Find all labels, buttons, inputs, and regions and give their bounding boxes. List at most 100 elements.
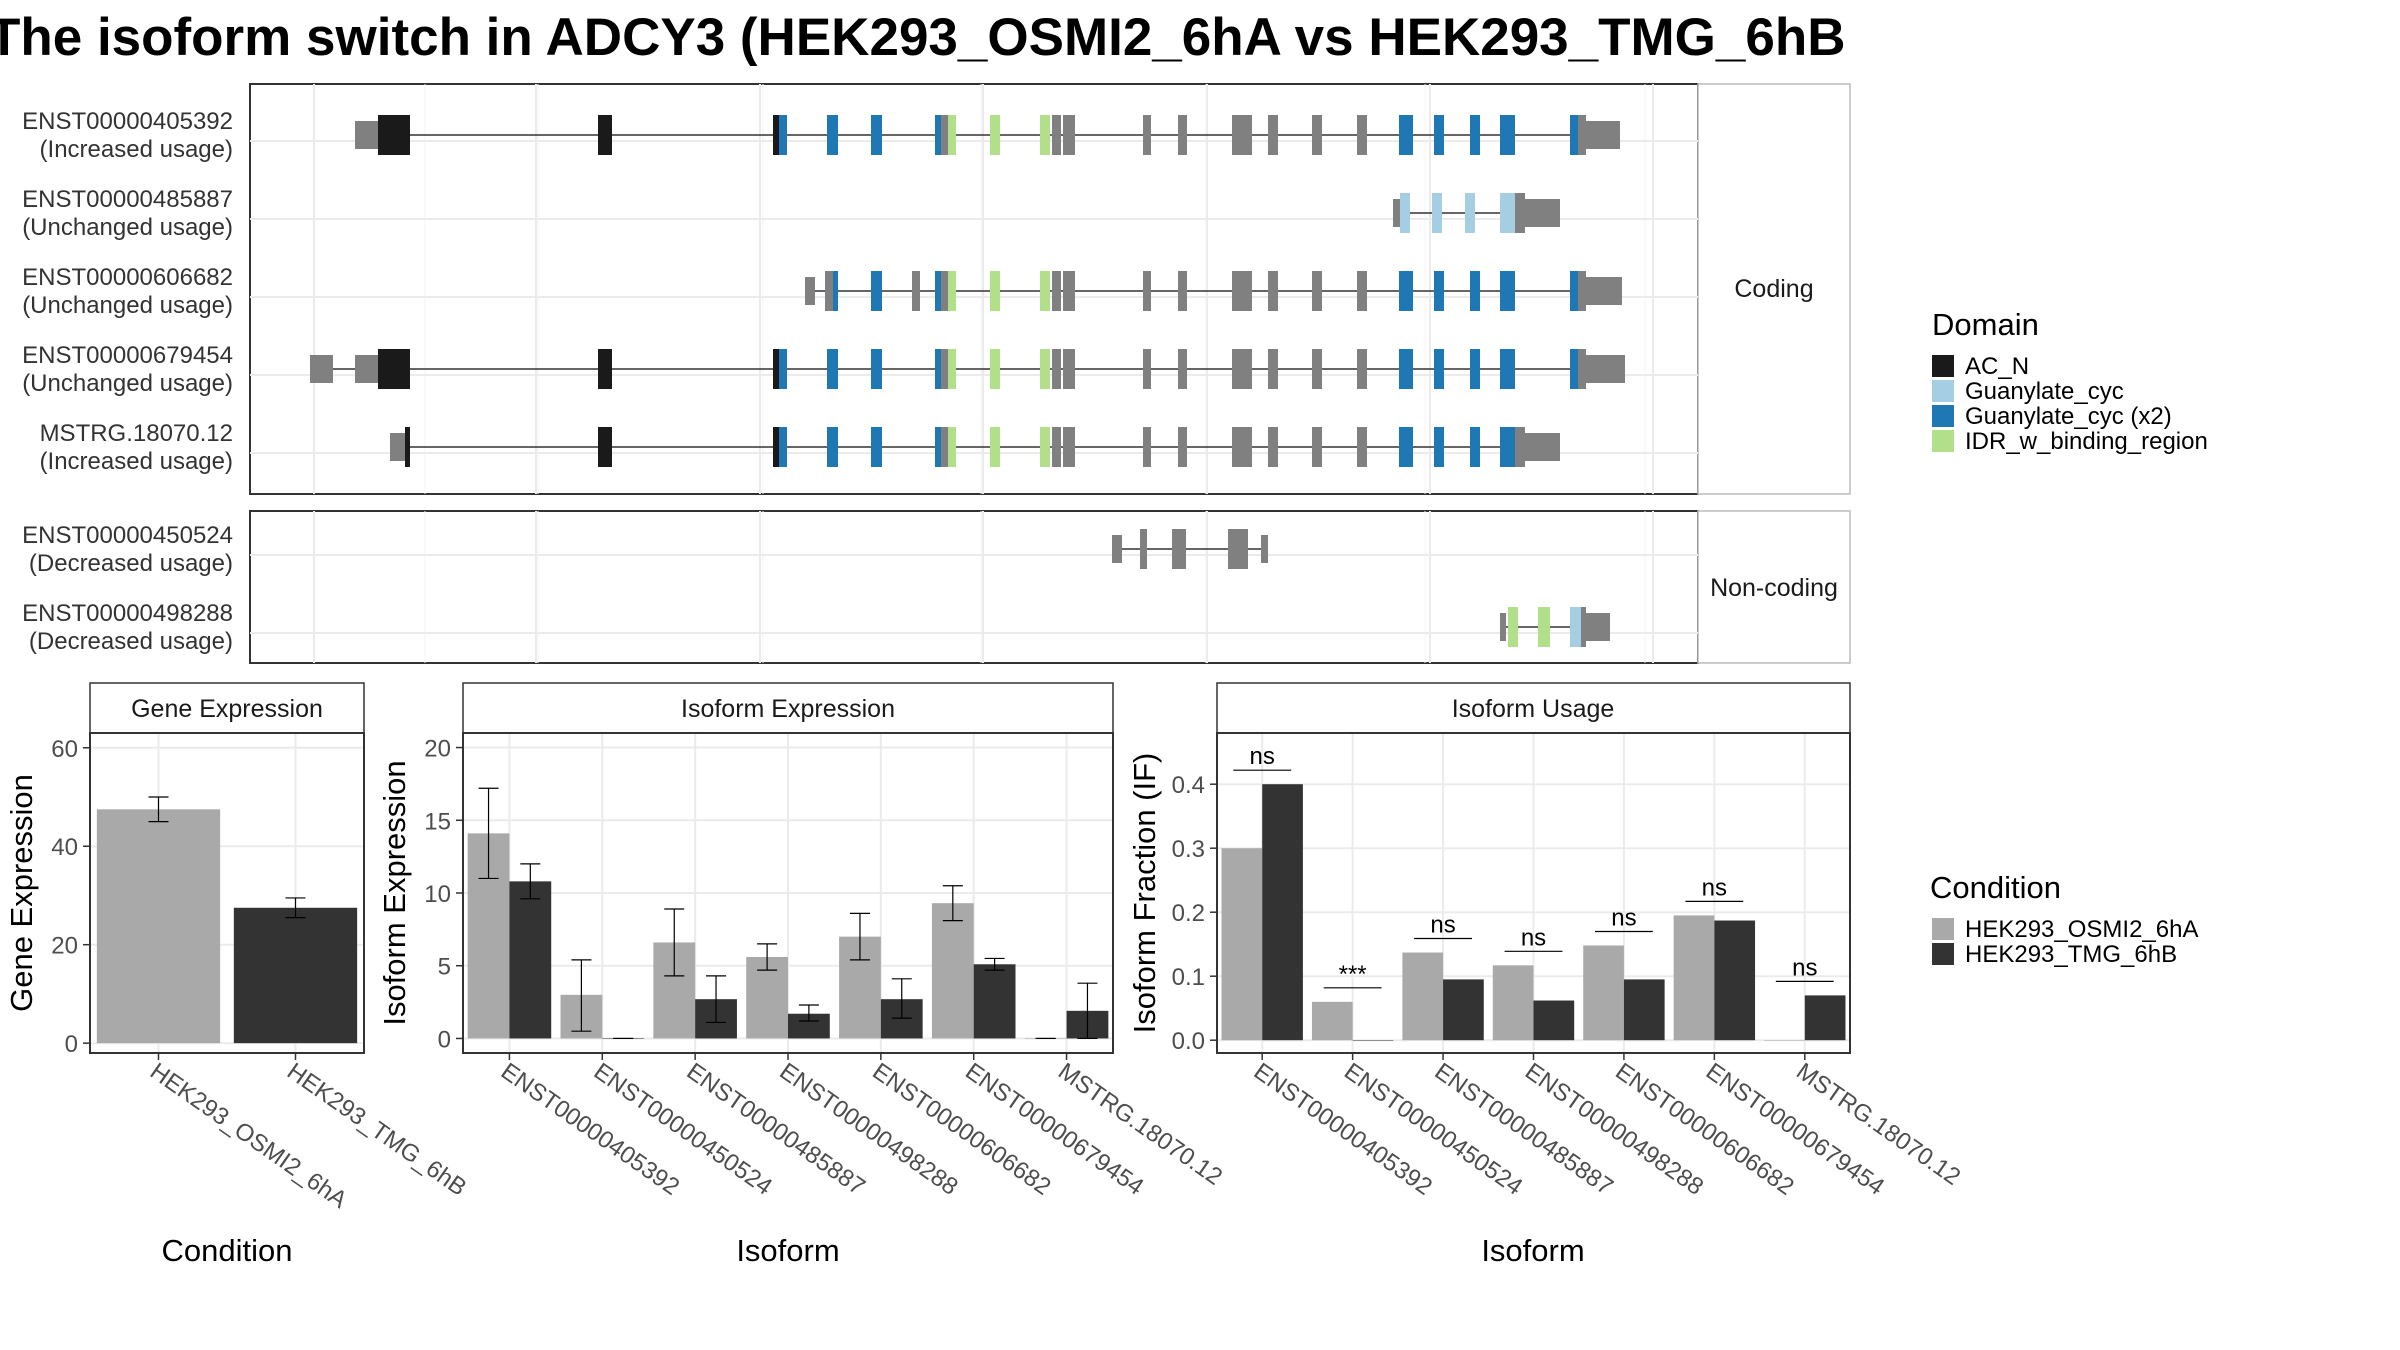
exon [948,427,956,467]
exon [1570,349,1581,389]
transcript-structure-plot: Coding Non-coding ENST00000405392 (Incre… [22,83,1851,664]
exon [1578,115,1586,155]
exon [1434,349,1444,389]
exon [1178,427,1187,467]
exon [779,427,787,467]
exon [1515,427,1525,467]
exon [1172,529,1186,569]
exon [990,115,1000,155]
exon [1586,613,1610,641]
bar [1804,995,1846,1041]
y-tick-label: 20 [424,736,451,763]
exon [1178,349,1187,389]
y-tick-label: 20 [51,933,78,960]
exon [1063,427,1075,467]
exon [1570,607,1581,647]
exon [1312,271,1322,311]
bar [1764,1040,1805,1041]
y-tick-label: 60 [51,736,78,763]
exon [1052,115,1061,155]
bar [1402,952,1444,1041]
exon [1052,271,1061,311]
exon [1143,271,1151,311]
exon [1399,115,1413,155]
exon [1143,115,1151,155]
coding-panel [249,83,1699,495]
transcript-tracks [310,115,1625,647]
exon [1178,115,1187,155]
transcript-label-usage: (Decreased usage) [29,628,233,655]
y-tick-label: 0 [438,1026,451,1053]
chart-title: Isoform Usage [1452,695,1615,723]
exon [941,115,948,155]
exon [1232,115,1252,155]
transcript-label-id: ENST00000485887 [22,186,233,213]
significance-label: ns [1430,912,1455,939]
x-axis-label: Isoform [1481,1233,1584,1268]
exon [1063,115,1075,155]
bars: ns *** ns ns ns ns ns [1221,743,1846,1041]
exon [1399,349,1413,389]
exon [948,271,956,311]
exon [368,121,378,149]
significance-label: ns [1250,743,1275,770]
exon [941,271,948,311]
exon [1578,271,1586,311]
significance-label: ns [1792,954,1817,981]
exon [1470,427,1480,467]
exon [1063,349,1075,389]
exon [1357,115,1367,155]
x-axis-label: Condition [162,1233,293,1268]
legend-swatch [1932,355,1954,377]
exon [871,349,882,389]
legend-title: Domain [1932,307,2039,342]
exon [871,271,882,311]
exon [1040,115,1050,155]
exon [779,115,787,155]
bar [1533,1000,1575,1041]
exon [1268,349,1278,389]
transcript-label-id: ENST00000405392 [22,108,233,135]
exon [1232,271,1252,311]
exon [1232,349,1252,389]
exon [1143,349,1151,389]
exon [1515,193,1525,233]
bar [509,881,552,1039]
bar [1221,848,1263,1041]
significance-label: *** [1339,961,1367,988]
exon [948,349,956,389]
transcript-label-usage: (Unchanged usage) [22,292,233,319]
exon [1178,271,1187,311]
exon [1581,607,1586,647]
exon [355,121,368,149]
y-tick-label: 0.2 [1172,900,1205,927]
significance-label: ns [1521,924,1546,951]
chart-title: The isoform switch in ADCY3 (HEK293_OSMI… [0,8,1845,67]
exon [1112,535,1122,563]
exon [1312,115,1322,155]
exon [1470,271,1480,311]
bar [1262,784,1303,1041]
y-axis-label: Gene Expression [4,774,39,1012]
coding-strip-label: Coding [1734,275,1813,303]
exon [405,427,410,467]
y-tick-label: 15 [424,808,451,835]
exon [833,271,838,311]
exon [378,349,410,389]
exon [827,349,838,389]
transcript-label-usage: (Unchanged usage) [22,214,233,241]
exon [1052,427,1061,467]
legend-label: HEK293_OSMI2_6hA [1965,916,2198,943]
y-tick-label: 10 [424,881,451,908]
chart-title: Isoform Expression [681,695,895,723]
exon [598,115,612,155]
exon [598,427,612,467]
noncoding-strip-label: Non-coding [1710,574,1838,602]
exon [1399,427,1413,467]
exon [1500,613,1506,641]
exon [1500,115,1515,155]
exon [1040,349,1050,389]
y-axis-label: Isoform Fraction (IF) [1127,753,1162,1034]
